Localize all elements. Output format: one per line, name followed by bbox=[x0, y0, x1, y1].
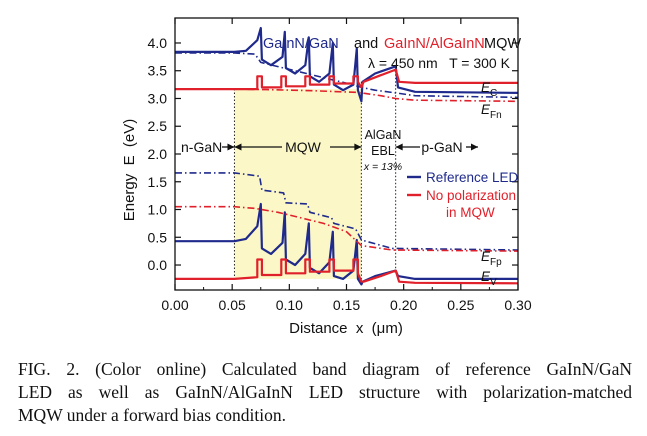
y-tick-label-7: 3.5 bbox=[148, 63, 168, 79]
x-axis-label: Distance x (μm) bbox=[289, 320, 403, 337]
title-mqw: MQW bbox=[484, 36, 521, 52]
pgan-arrowhead-right bbox=[471, 143, 478, 151]
x-tick-label-4: 0.20 bbox=[390, 297, 417, 313]
legend-label-pm-2: in MQW bbox=[446, 205, 495, 220]
title-and: and bbox=[354, 36, 378, 52]
y-tick-label-0: 0.0 bbox=[148, 257, 168, 273]
legend: Reference LED No polarization in MQW bbox=[407, 170, 519, 220]
y-tick-label-3: 1.5 bbox=[148, 174, 168, 190]
region-ebl-2: EBL bbox=[371, 144, 395, 158]
mqw-arrowhead-right bbox=[354, 143, 362, 151]
region-mqw: MQW bbox=[285, 139, 322, 155]
y-tick-label-1: 0.5 bbox=[148, 229, 168, 245]
caption-line-1: FIG. 2. (Color online) Calculated band d… bbox=[18, 359, 632, 379]
series-ref-ec bbox=[175, 26, 519, 103]
x-tick-label-1: 0.05 bbox=[219, 297, 246, 313]
y-tick-label-2: 1.0 bbox=[148, 202, 168, 218]
legend-label-ref: Reference LED bbox=[426, 170, 519, 185]
legend-label-pm-1: No polarization bbox=[426, 188, 516, 203]
y-tick-label-4: 2.0 bbox=[148, 146, 168, 162]
text-layer: GaInN/GaN and GaInN/AlGaInN MQW λ = 450 … bbox=[121, 36, 521, 337]
x-tick-label-3: 0.15 bbox=[333, 297, 360, 313]
x-tick-label-6: 0.30 bbox=[504, 297, 531, 313]
series-pm-efn bbox=[175, 88, 519, 103]
region-pgan: p-GaN bbox=[421, 139, 462, 155]
region-ngan: n-GaN bbox=[181, 139, 222, 155]
y-tick-label-8: 4.0 bbox=[148, 35, 168, 51]
x-tick-label-0: 0.00 bbox=[161, 297, 188, 313]
mqw-arrowhead-left bbox=[234, 143, 242, 151]
band-label-efn: EFn bbox=[481, 102, 502, 121]
series-pm-ev bbox=[175, 258, 519, 285]
plot-area: 0.00 0.05 0.10 0.15 0.20 0.25 0.30 0.0 0.5 1.0 1.5… bbox=[148, 17, 532, 313]
region-ebl-3: x = 13% bbox=[363, 161, 402, 173]
x-tick-label-5: 0.25 bbox=[447, 297, 474, 313]
series-ref-efp bbox=[175, 172, 519, 251]
caption-line-2: LED as well as GaInN/AlGaInN LED structu… bbox=[18, 382, 632, 402]
pgan-arrowhead-left bbox=[395, 143, 403, 151]
caption-line-3: MQW under a forward bias condition. bbox=[18, 405, 286, 425]
y-axis-label: Energy E (eV) bbox=[121, 119, 138, 222]
title-pm: GaInN/AlGaInN bbox=[384, 36, 485, 52]
conditions-label: λ = 450 nm T = 300 K bbox=[368, 55, 511, 71]
x-tick-label-2: 0.10 bbox=[276, 297, 303, 313]
title-ref: GaInN/GaN bbox=[263, 36, 339, 52]
band-label-ev: EV bbox=[481, 269, 497, 288]
mqw-shaded-region bbox=[234, 89, 362, 279]
band-diagram-figure: 0.00 0.05 0.10 0.15 0.20 0.25 0.30 0.0 0.5 1.0 1.5… bbox=[121, 17, 532, 337]
y-tick-label-5: 2.5 bbox=[148, 118, 168, 134]
series-pm-ec bbox=[175, 68, 518, 91]
figure-caption: FIG. 2. (Color online) Calculated band d… bbox=[18, 358, 632, 427]
region-ebl-1: AlGaN bbox=[365, 128, 402, 142]
y-tick-label-6: 3.0 bbox=[148, 90, 168, 106]
band-label-efp: EFp bbox=[481, 249, 502, 268]
ngan-arrowhead bbox=[227, 143, 235, 151]
